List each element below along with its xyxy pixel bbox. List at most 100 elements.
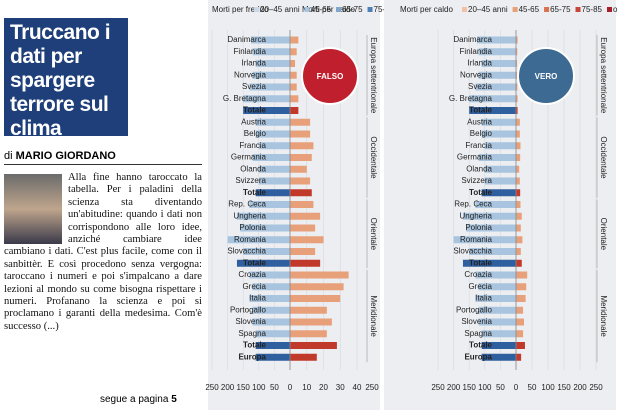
cold-bar bbox=[478, 71, 516, 79]
cold-bar bbox=[462, 212, 516, 220]
cold-bar bbox=[481, 330, 516, 338]
row-label: G. Bretagna bbox=[449, 94, 493, 103]
cold-bar bbox=[258, 165, 290, 173]
row-label: Romania bbox=[234, 235, 267, 244]
x-tick-label: 30 bbox=[336, 383, 345, 392]
heat-bar bbox=[290, 83, 297, 91]
heat-bar bbox=[516, 212, 522, 220]
cold-bar bbox=[249, 83, 290, 91]
heat-bar bbox=[516, 177, 520, 185]
row-label: Polonia bbox=[465, 223, 492, 232]
cold-bar bbox=[475, 83, 516, 91]
row-label: Grecia bbox=[242, 282, 266, 291]
legend-label: 45-65 bbox=[311, 5, 332, 14]
x-tick-label: 50 bbox=[496, 383, 505, 392]
cold-bar bbox=[255, 118, 290, 126]
stamp bbox=[517, 47, 575, 105]
heat-bar bbox=[290, 342, 337, 349]
heat-bar bbox=[516, 271, 528, 279]
group-label: Meridionale bbox=[369, 295, 378, 337]
heat-bar bbox=[290, 318, 332, 326]
row-label: Croazia bbox=[238, 270, 266, 279]
heat-bar bbox=[516, 107, 518, 114]
heat-bar bbox=[290, 118, 311, 126]
cold-bar bbox=[469, 95, 516, 103]
cold-bar bbox=[227, 236, 290, 244]
x-tick-label: 200 bbox=[221, 383, 235, 392]
row-label: Irlanda bbox=[468, 59, 493, 68]
heat-bar bbox=[290, 295, 341, 302]
x-tick-label: 150 bbox=[237, 383, 251, 392]
row-label: Totale bbox=[469, 188, 493, 197]
cold-bar bbox=[462, 259, 516, 267]
cold-bar bbox=[258, 177, 290, 185]
heat-bar bbox=[516, 83, 518, 91]
row-label: Ungheria bbox=[234, 211, 267, 220]
row-label: Europa bbox=[464, 352, 492, 361]
cold-bar bbox=[481, 60, 516, 67]
row-label: Spagna bbox=[238, 329, 266, 338]
heat-bar bbox=[290, 271, 349, 279]
cold-bar bbox=[252, 154, 290, 161]
heat-bar bbox=[516, 295, 526, 302]
row-label: Portogallo bbox=[230, 305, 267, 314]
cold-bar bbox=[255, 130, 290, 138]
heat-bar bbox=[516, 283, 527, 291]
row-label: Germania bbox=[457, 153, 493, 162]
legend-swatch bbox=[575, 7, 581, 12]
row-label: Totale bbox=[243, 106, 267, 115]
row-label: Rep. Ceca bbox=[454, 200, 492, 209]
continued-text: segue a pagina bbox=[100, 394, 169, 405]
cold-bar bbox=[252, 71, 290, 79]
row-label: Austria bbox=[467, 117, 492, 126]
cold-bar bbox=[255, 330, 290, 338]
heat-bar bbox=[290, 177, 311, 185]
cold-bar bbox=[481, 342, 516, 349]
heat-bar bbox=[290, 189, 312, 197]
cold-bar bbox=[255, 189, 290, 197]
row-label: Totale bbox=[469, 258, 493, 267]
heat-bar bbox=[290, 259, 321, 267]
cold-bar bbox=[484, 142, 516, 150]
row-label: Ungheria bbox=[460, 211, 493, 220]
cold-bar bbox=[469, 248, 516, 255]
stamp-label: FALSO bbox=[317, 72, 344, 81]
x-tick-label: 50 bbox=[270, 383, 279, 392]
row-label: Totale bbox=[243, 258, 267, 267]
row-label: Slovenia bbox=[235, 317, 266, 326]
headline: Truccano i dati per spargere terrore sul… bbox=[4, 18, 128, 140]
x-tick-label: 250 bbox=[365, 383, 379, 392]
row-label: Francia bbox=[465, 141, 492, 150]
legend-label: 75-85 bbox=[582, 5, 603, 14]
cold-bar bbox=[475, 271, 516, 279]
heat-bar bbox=[516, 95, 518, 103]
group-label: Orientale bbox=[369, 218, 378, 251]
row-label: Belgio bbox=[244, 129, 267, 138]
heat-bar bbox=[290, 71, 297, 79]
row-label: Irlanda bbox=[242, 59, 267, 68]
row-label: Austria bbox=[241, 117, 266, 126]
cold-bar bbox=[478, 283, 516, 291]
group-label: Orientale bbox=[599, 218, 608, 251]
cold-bar bbox=[475, 201, 516, 208]
cold-bar bbox=[453, 236, 516, 244]
heat-bar bbox=[290, 353, 317, 361]
row-label: Francia bbox=[239, 141, 266, 150]
row-label: Svezia bbox=[468, 82, 493, 91]
x-tick-label: 250 bbox=[589, 383, 603, 392]
byline-prefix: di bbox=[4, 150, 13, 162]
cold-bar bbox=[477, 36, 516, 44]
legend-swatch bbox=[512, 7, 518, 12]
row-label: Totale bbox=[243, 341, 267, 350]
legend-swatch bbox=[367, 7, 373, 12]
row-label: Slovenia bbox=[461, 317, 492, 326]
row-label: Svizzera bbox=[235, 176, 266, 185]
row-label: Germania bbox=[231, 153, 267, 162]
x-tick-label: 250 bbox=[431, 383, 445, 392]
x-tick-label: 50 bbox=[528, 383, 537, 392]
x-tick-label: 250 bbox=[205, 383, 219, 392]
stamp-label: VERO bbox=[535, 72, 558, 81]
cold-bar bbox=[252, 306, 290, 314]
